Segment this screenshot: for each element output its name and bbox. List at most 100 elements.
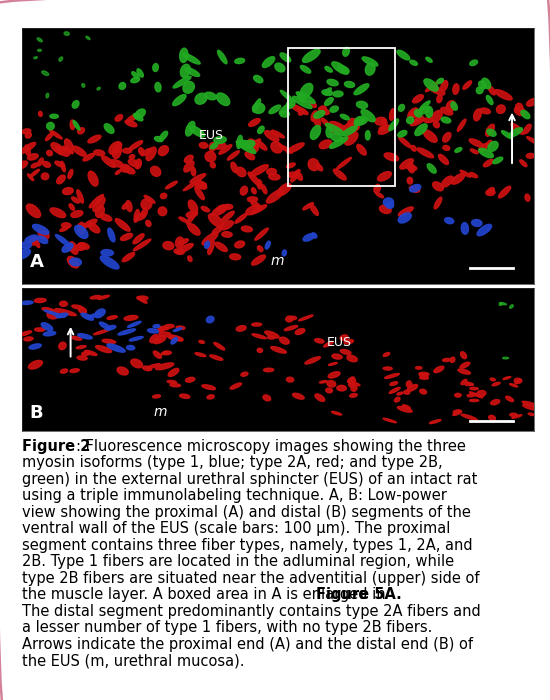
- Ellipse shape: [251, 188, 256, 194]
- Ellipse shape: [315, 339, 324, 343]
- Ellipse shape: [277, 183, 291, 196]
- Ellipse shape: [511, 123, 524, 134]
- Ellipse shape: [257, 246, 263, 251]
- Ellipse shape: [298, 94, 305, 102]
- Ellipse shape: [134, 209, 139, 223]
- Ellipse shape: [79, 307, 86, 314]
- Ellipse shape: [505, 396, 514, 402]
- Ellipse shape: [94, 329, 110, 335]
- Ellipse shape: [163, 241, 174, 250]
- Ellipse shape: [131, 78, 140, 83]
- Ellipse shape: [437, 94, 442, 103]
- Ellipse shape: [16, 161, 28, 169]
- Ellipse shape: [461, 379, 467, 385]
- Ellipse shape: [183, 81, 194, 93]
- Ellipse shape: [168, 335, 183, 341]
- Ellipse shape: [156, 363, 174, 370]
- Ellipse shape: [470, 387, 478, 390]
- Text: Arrows indicate the proximal end (A) and the distal end (B) of: Arrows indicate the proximal end (A) and…: [22, 636, 473, 652]
- Ellipse shape: [137, 297, 147, 303]
- Ellipse shape: [67, 244, 74, 251]
- Ellipse shape: [29, 344, 41, 349]
- Ellipse shape: [524, 124, 531, 134]
- Ellipse shape: [400, 159, 414, 169]
- Ellipse shape: [195, 93, 207, 104]
- Ellipse shape: [78, 243, 89, 249]
- Ellipse shape: [37, 236, 48, 244]
- Text: m: m: [271, 254, 284, 268]
- Ellipse shape: [120, 233, 133, 241]
- Ellipse shape: [199, 340, 205, 344]
- Ellipse shape: [470, 60, 477, 66]
- Ellipse shape: [78, 334, 92, 339]
- Ellipse shape: [434, 197, 442, 209]
- Ellipse shape: [515, 379, 521, 384]
- Ellipse shape: [469, 173, 477, 178]
- Ellipse shape: [333, 169, 346, 180]
- Ellipse shape: [87, 313, 101, 318]
- Ellipse shape: [46, 132, 53, 141]
- Ellipse shape: [415, 124, 427, 136]
- Ellipse shape: [186, 211, 197, 217]
- Ellipse shape: [522, 401, 536, 406]
- Ellipse shape: [317, 164, 323, 171]
- Ellipse shape: [141, 199, 152, 209]
- Ellipse shape: [326, 127, 332, 138]
- Ellipse shape: [235, 58, 245, 64]
- Ellipse shape: [300, 66, 311, 73]
- Ellipse shape: [326, 123, 345, 135]
- Ellipse shape: [248, 172, 261, 186]
- Ellipse shape: [378, 125, 392, 134]
- Ellipse shape: [134, 113, 143, 121]
- Ellipse shape: [498, 186, 511, 198]
- Ellipse shape: [453, 411, 461, 416]
- Ellipse shape: [56, 313, 68, 318]
- Ellipse shape: [338, 66, 349, 74]
- Ellipse shape: [486, 95, 493, 104]
- Ellipse shape: [208, 214, 223, 228]
- Ellipse shape: [219, 145, 232, 154]
- Ellipse shape: [452, 174, 465, 184]
- Ellipse shape: [389, 108, 395, 120]
- Ellipse shape: [123, 167, 135, 174]
- Ellipse shape: [47, 310, 59, 319]
- Ellipse shape: [254, 76, 263, 83]
- Ellipse shape: [377, 172, 391, 181]
- Ellipse shape: [365, 63, 375, 75]
- Ellipse shape: [314, 115, 321, 127]
- Ellipse shape: [488, 141, 498, 151]
- Ellipse shape: [69, 241, 78, 254]
- Ellipse shape: [88, 172, 98, 186]
- Ellipse shape: [310, 102, 316, 108]
- Ellipse shape: [188, 256, 192, 262]
- Ellipse shape: [56, 234, 70, 246]
- Ellipse shape: [330, 134, 343, 141]
- Ellipse shape: [212, 205, 228, 216]
- Ellipse shape: [350, 393, 358, 397]
- Ellipse shape: [324, 88, 332, 95]
- Ellipse shape: [284, 326, 298, 330]
- Ellipse shape: [399, 137, 411, 148]
- Ellipse shape: [108, 228, 115, 242]
- Ellipse shape: [47, 150, 52, 156]
- Ellipse shape: [262, 57, 274, 67]
- Ellipse shape: [32, 224, 49, 234]
- Ellipse shape: [230, 383, 241, 389]
- Ellipse shape: [272, 130, 284, 138]
- Ellipse shape: [250, 139, 261, 151]
- Ellipse shape: [97, 295, 109, 300]
- Ellipse shape: [453, 84, 459, 95]
- Ellipse shape: [424, 130, 437, 142]
- Ellipse shape: [137, 296, 148, 300]
- Ellipse shape: [100, 322, 111, 330]
- Ellipse shape: [398, 130, 407, 137]
- Ellipse shape: [295, 171, 303, 181]
- Ellipse shape: [189, 126, 205, 137]
- Ellipse shape: [478, 148, 493, 158]
- Ellipse shape: [199, 143, 208, 148]
- Ellipse shape: [152, 395, 161, 398]
- Ellipse shape: [153, 325, 160, 328]
- Ellipse shape: [257, 180, 262, 189]
- Ellipse shape: [465, 384, 474, 386]
- Text: Figure 5A.: Figure 5A.: [316, 587, 402, 602]
